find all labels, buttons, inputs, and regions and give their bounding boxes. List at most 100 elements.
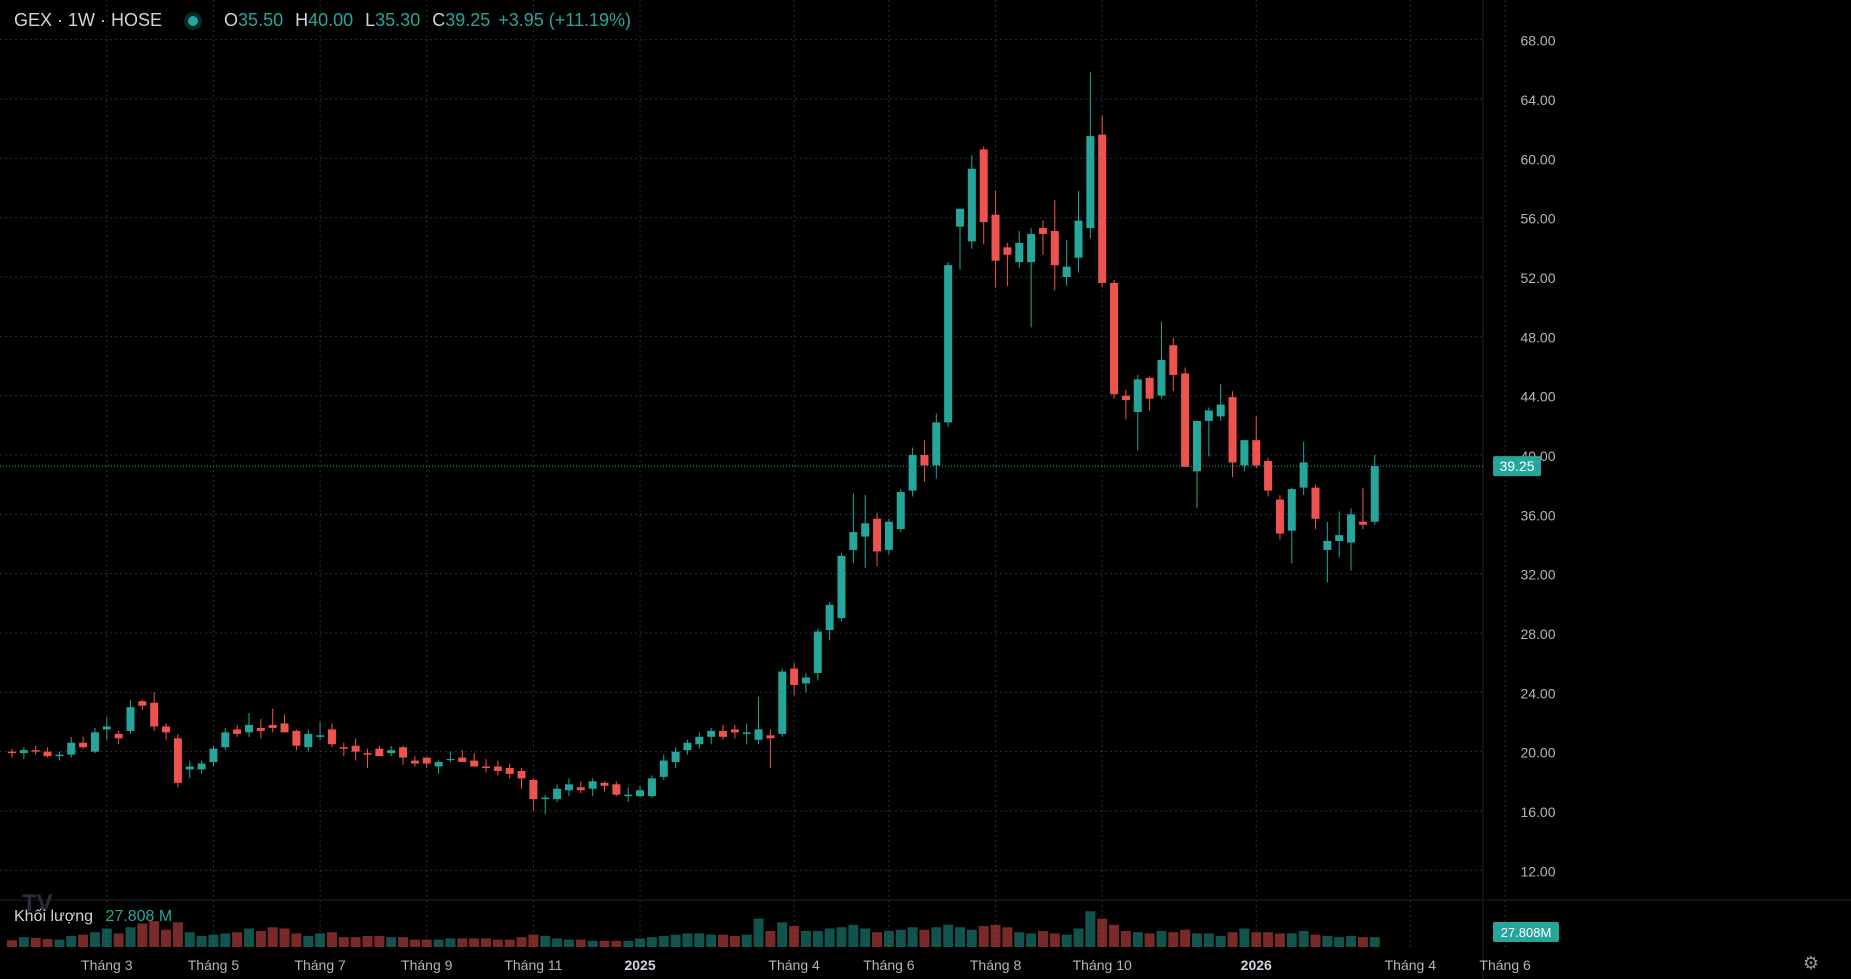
candle-body [861, 523, 870, 537]
candle-body [612, 784, 621, 795]
candle-body [1121, 395, 1130, 401]
candle-body [351, 745, 360, 752]
candle-body [896, 492, 905, 530]
candle-body [956, 208, 964, 227]
volume-bar [1002, 927, 1013, 947]
volume-bar [528, 934, 539, 947]
volume-bar [1215, 935, 1226, 947]
volume-bar [338, 937, 349, 947]
candle-body [1287, 489, 1296, 531]
volume-bar [800, 930, 811, 947]
candle-body [849, 532, 858, 550]
volume-bar [78, 934, 89, 947]
candle-body [884, 521, 893, 550]
candle-body [1216, 404, 1225, 417]
volume-bar [303, 935, 314, 947]
volume-bar [611, 940, 622, 947]
candle-body [102, 726, 111, 730]
price-axis[interactable]: 68.0064.0060.0056.0052.0048.0044.0040.00… [1520, 33, 1555, 880]
volume-bar [1168, 932, 1179, 947]
candle-body [126, 707, 135, 731]
volume-badge-bg [1493, 922, 1559, 942]
volume-bar [54, 939, 65, 947]
candle-body [327, 729, 336, 745]
volume-bar [765, 930, 776, 947]
volume-bar [1357, 937, 1368, 947]
y-tick-label: 32.00 [1520, 567, 1555, 583]
candle-body [410, 760, 419, 764]
candle-body [316, 735, 325, 737]
volume-bar [1180, 929, 1191, 947]
volume-bar [575, 939, 586, 947]
candle-body [399, 747, 408, 758]
candle-body [1228, 397, 1237, 463]
candle-body [837, 555, 846, 619]
candle-body [671, 751, 680, 763]
x-tick-label: Tháng 3 [81, 957, 133, 973]
candle-body [564, 784, 573, 791]
candle-body [730, 729, 739, 733]
candle-body [493, 766, 502, 771]
gear-icon[interactable]: ⚙ [1802, 953, 1820, 973]
volume-bar [244, 928, 254, 947]
x-tick-label: Tháng 10 [1073, 957, 1132, 973]
candle-body [932, 422, 941, 466]
candle-body [742, 732, 751, 734]
volume-bar [445, 938, 456, 947]
tradingview-logo-icon[interactable]: TV [22, 890, 53, 917]
volume-bar [907, 927, 918, 947]
candle-body [1240, 440, 1249, 466]
candle-body [1015, 242, 1024, 263]
volume-bar [362, 935, 373, 947]
candle-body [944, 265, 953, 423]
candle-body [707, 730, 716, 737]
x-tick-label: 2026 [1241, 957, 1272, 973]
volume-label[interactable]: Khối lượng [14, 908, 94, 925]
volume-bar [1037, 930, 1048, 947]
time-axis[interactable]: Tháng 3 Tháng 5 Tháng 7 Tháng 9 Tháng 11 2025… [81, 957, 1531, 973]
volume-bar [1251, 932, 1262, 947]
candle-body [529, 779, 538, 800]
candle-body [256, 727, 265, 731]
volume-bar [101, 928, 112, 947]
y-tick-label: 64.00 [1520, 92, 1555, 108]
candle-body [719, 730, 727, 737]
candle-body [1062, 266, 1071, 277]
volume-bar [1227, 932, 1238, 947]
open-value: 35.50 [238, 10, 284, 30]
volume-bar [919, 929, 930, 947]
candle-body [1086, 136, 1095, 229]
volume-bar [872, 932, 883, 947]
candle-body [825, 604, 834, 631]
candle-body [1311, 487, 1320, 519]
volume-bar [255, 930, 266, 947]
volume-bar [196, 935, 207, 947]
candle-body [1074, 220, 1083, 258]
candle-body [375, 748, 384, 757]
x-tick-label: Tháng 6 [1479, 957, 1531, 973]
candle-body [150, 702, 159, 727]
volume-bar [966, 929, 977, 947]
volume-bar [836, 927, 847, 947]
candle-body [1145, 377, 1154, 399]
volume-bar [433, 939, 444, 947]
candle-body [292, 730, 301, 746]
candle-body [470, 760, 479, 767]
volume-bar [943, 924, 954, 947]
volume-bars [7, 911, 1380, 947]
candle-body [920, 455, 929, 466]
volume-bar [161, 929, 172, 947]
volume-badge: 27.808M [1501, 925, 1552, 940]
candle-body [991, 214, 1000, 261]
close-value: 39.25 [445, 10, 491, 30]
volume-bar [599, 940, 610, 947]
symbol-title[interactable]: GEX · 1W · HOSE [14, 10, 163, 30]
volume-bar [1334, 937, 1345, 947]
volume-bar [208, 934, 219, 947]
candle-body [446, 759, 455, 761]
volume-bar [1049, 933, 1060, 947]
candle-body [1181, 373, 1190, 467]
volume-bar [777, 922, 788, 947]
volume-bar [1286, 933, 1297, 947]
